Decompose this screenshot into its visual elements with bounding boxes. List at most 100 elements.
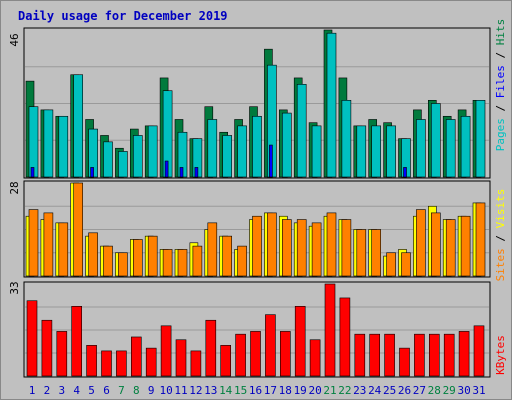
sites-bar — [43, 212, 54, 277]
kbytes-bar — [235, 333, 246, 377]
files-bar — [194, 167, 199, 178]
files-bar — [164, 160, 169, 178]
sites-legend: Sites / Visits — [494, 189, 507, 282]
pages-bar — [430, 103, 441, 178]
x-tick-label: 17 — [264, 384, 277, 397]
sites-bar — [252, 215, 262, 277]
kbytes-bar — [116, 350, 127, 377]
kbytes-ymax-label: 33 — [8, 281, 21, 294]
kbytes-bar — [250, 331, 261, 377]
kbytes-bar — [384, 333, 395, 377]
pages-bar — [445, 119, 456, 178]
pages-bar — [207, 119, 218, 178]
x-tick-label: 1 — [29, 384, 36, 397]
sites-bar — [73, 182, 83, 277]
kbytes-bar — [205, 319, 217, 377]
sites-bar — [192, 245, 203, 277]
sites-bar — [58, 222, 69, 277]
x-tick-label: 4 — [73, 384, 80, 397]
kbytes-bar — [279, 331, 291, 377]
kbytes-bar — [265, 314, 276, 377]
kbytes-bar — [220, 345, 231, 377]
sites-bar — [401, 252, 411, 277]
pages-bar — [28, 106, 39, 178]
kbytes-bar — [190, 350, 202, 377]
x-tick-label: 25 — [383, 384, 396, 397]
pages-bar — [460, 115, 471, 178]
sites-bar — [222, 235, 232, 277]
pages-bar — [356, 125, 367, 178]
sites-bar — [416, 209, 426, 277]
sites-bar — [162, 249, 173, 277]
sites-bar — [28, 209, 39, 277]
pages-bar — [237, 125, 247, 178]
pages-bar — [118, 151, 128, 178]
x-tick-label: 6 — [103, 384, 110, 397]
kbytes-bar — [354, 333, 366, 377]
files-bar — [403, 167, 407, 178]
pages-bar — [58, 115, 69, 178]
kbytes-bar — [131, 336, 142, 377]
kbytes-legend: KBytes — [494, 335, 507, 375]
files-bar — [269, 144, 273, 178]
sites-bar — [177, 249, 188, 277]
pages-bar — [281, 112, 292, 178]
kbytes-bar — [86, 345, 97, 377]
kbytes-bar — [324, 283, 336, 377]
kbytes-bar — [473, 325, 485, 377]
sites-bar — [430, 212, 441, 277]
x-tick-label: 9 — [148, 384, 155, 397]
pages-bar — [371, 125, 382, 178]
x-tick-label: 27 — [413, 384, 426, 397]
legend-sep-2: / — [494, 45, 507, 65]
sites-bar — [267, 212, 277, 277]
legend-pages: Pages — [494, 118, 507, 151]
kbytes-bar — [414, 333, 425, 377]
chart-title: Daily usage for December 2019 — [18, 9, 228, 23]
legend-sites: Sites — [494, 248, 507, 281]
x-tick-label: 7 — [118, 384, 125, 397]
x-tick-label: 28 — [428, 384, 441, 397]
kbytes-bar — [399, 347, 410, 377]
pages-bar — [326, 32, 337, 178]
sites-bar — [326, 212, 337, 277]
kbytes-bar — [145, 347, 157, 377]
kbytes-bar — [428, 333, 440, 377]
pages-bar — [222, 135, 232, 178]
kbytes-bar — [369, 333, 381, 377]
x-tick-label: 13 — [204, 384, 217, 397]
kbytes-bar — [443, 333, 455, 377]
pages-bar — [252, 115, 262, 178]
x-tick-label: 29 — [443, 384, 456, 397]
kbytes-bar — [71, 306, 82, 377]
sites-bar — [88, 232, 98, 277]
x-tick-label: 8 — [133, 384, 140, 397]
sites-bar — [133, 239, 143, 277]
kbytes-bar — [458, 331, 470, 377]
pages-bar — [133, 135, 143, 178]
files-bar — [30, 167, 35, 178]
sites-bar — [207, 222, 218, 277]
x-tick-label: 22 — [338, 384, 351, 397]
pages-bar — [386, 125, 396, 178]
pages-bar — [73, 74, 83, 178]
sites-bar — [118, 252, 128, 277]
hits-ymax-label: 46 — [8, 33, 21, 46]
sites-bar — [371, 229, 382, 277]
x-tick-label: 26 — [398, 384, 411, 397]
kbytes-bar — [56, 331, 68, 377]
pages-bar — [103, 141, 113, 178]
kbytes-bar — [160, 325, 172, 377]
sites-bar — [103, 245, 113, 277]
sites-bar — [445, 219, 456, 277]
files-bar — [90, 167, 94, 178]
sites-bar — [311, 222, 322, 277]
legend-sep-3: / — [494, 228, 507, 248]
x-tick-label: 3 — [58, 384, 65, 397]
hits-legend: Pages / Files / Hits — [494, 19, 507, 152]
files-bar — [179, 167, 184, 178]
legend-visits: Visits — [494, 189, 507, 229]
sites-bar — [147, 235, 158, 277]
kbytes-bar — [339, 297, 351, 377]
